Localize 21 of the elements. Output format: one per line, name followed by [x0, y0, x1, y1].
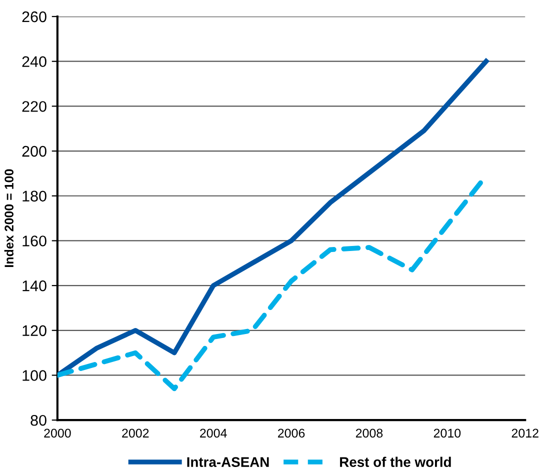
x-tick-label: 2012 [512, 428, 538, 438]
y-tick-label: 200 [22, 146, 46, 157]
x-tick-label: 2010 [434, 428, 461, 438]
y-tick-label: 220 [22, 101, 46, 112]
x-tick-label: 2008 [356, 428, 383, 438]
x-tick-label: 2006 [278, 428, 305, 438]
y-tick-label: 80 [30, 414, 46, 426]
y-tick-label: 160 [22, 236, 46, 246]
y-tick-label: 260 [22, 11, 46, 22]
x-tick-label: 2002 [122, 428, 149, 438]
legend-label: Intra-ASEAN [187, 457, 269, 467]
y-tick-label: 240 [22, 56, 46, 68]
y-tick-label: 180 [22, 190, 46, 202]
x-tick-label: 2004 [200, 428, 227, 438]
legend-label: Rest of the world [340, 456, 451, 467]
y-tick-label: 100 [22, 370, 46, 381]
y-tick-label: 120 [22, 325, 46, 336]
y-tick-label: 140 [22, 280, 46, 292]
y-axis-title: Index 2000 = 100 [4, 169, 14, 267]
line-series [57, 58, 489, 378]
x-tick-label: 2000 [44, 428, 71, 438]
